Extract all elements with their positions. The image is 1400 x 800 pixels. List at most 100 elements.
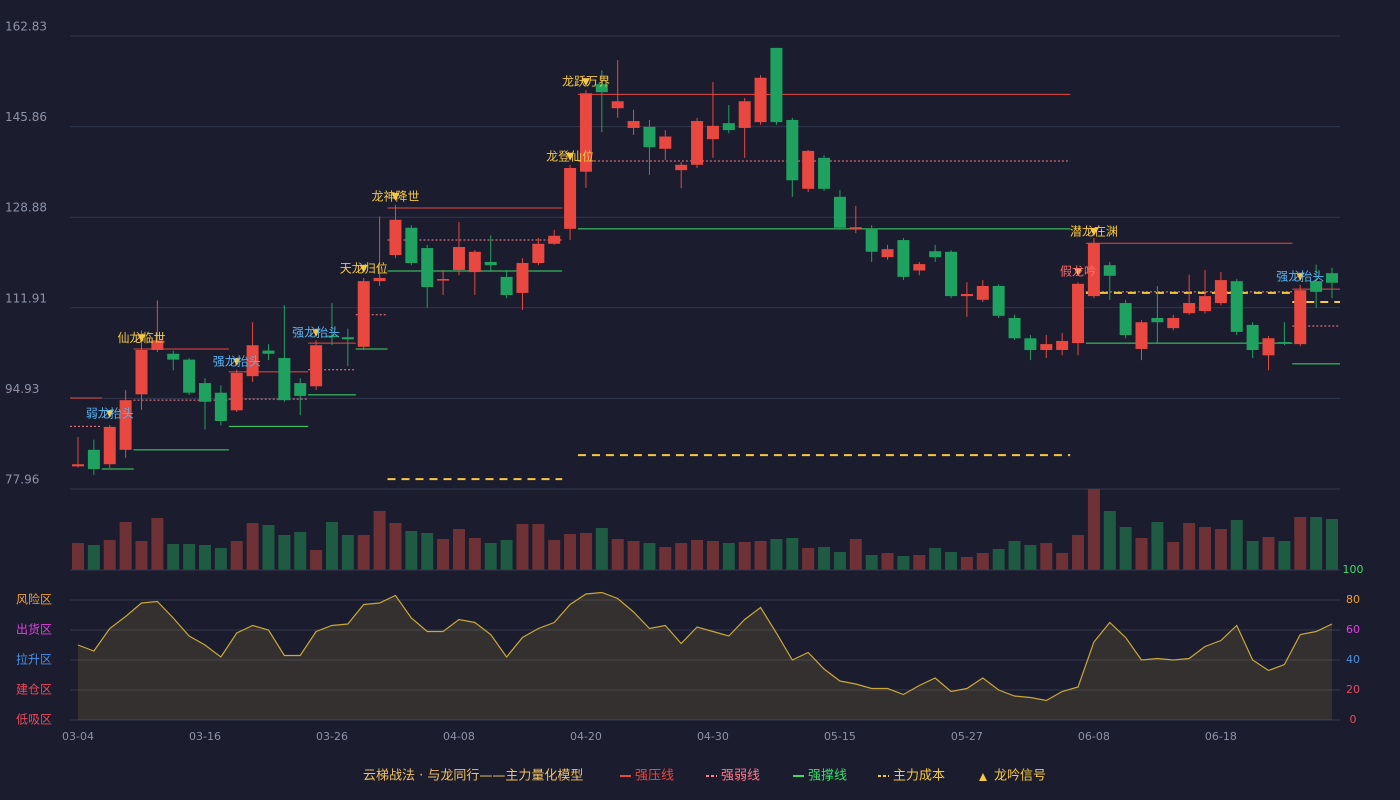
candle-body	[802, 150, 815, 189]
candle-body	[1246, 324, 1259, 351]
volume-bar	[691, 540, 704, 570]
candle-body	[675, 164, 688, 171]
signal-marker	[137, 334, 146, 343]
volume-bar	[373, 511, 386, 570]
candle-body	[1008, 317, 1021, 339]
candle-body	[87, 449, 100, 470]
signal-label: 仙龙临世	[117, 331, 165, 345]
volume-bar	[262, 525, 275, 570]
volume-bar	[1294, 517, 1307, 570]
volume-bar	[881, 553, 894, 570]
candle-body	[1214, 280, 1227, 304]
volume-bar	[611, 539, 624, 570]
candle-body	[246, 345, 259, 377]
volume-bar	[548, 540, 561, 570]
candle-body	[691, 121, 704, 165]
y-tick-label: 100	[1343, 563, 1364, 576]
signal-marker	[1089, 228, 1098, 237]
signal-marker	[581, 78, 590, 87]
candle-body	[849, 227, 862, 229]
volume-bar	[246, 523, 259, 570]
candle-body	[1262, 338, 1275, 356]
y-tick-label: 111.91	[5, 291, 47, 305]
volume-bar	[310, 550, 323, 570]
legend-label: 龙吟信号	[994, 768, 1046, 784]
y-tick-label: 40	[1346, 653, 1360, 666]
candle-body	[500, 276, 513, 296]
volume-bar	[1199, 527, 1212, 570]
signal-marker	[1296, 272, 1305, 281]
volume-bar	[103, 540, 116, 570]
signal-marker	[1074, 268, 1083, 277]
volume-bar	[325, 522, 338, 570]
candle-body	[1294, 290, 1307, 345]
volume-bar	[452, 529, 465, 570]
y-tick-label: 128.88	[5, 201, 47, 215]
signal-marker	[105, 410, 114, 419]
candle-body	[405, 227, 418, 264]
volume-bar	[167, 544, 180, 570]
zone-label: 出货区	[16, 622, 52, 637]
x-tick-label: 03-04	[62, 730, 94, 743]
candle-body	[437, 279, 450, 281]
y-tick-label: 0	[1350, 713, 1357, 726]
candle-body	[103, 426, 116, 465]
candle-body	[976, 285, 989, 300]
candle-body	[1151, 317, 1164, 323]
volume-bar	[960, 557, 973, 570]
signal-label: 弱龙抬头	[86, 407, 134, 421]
candle-body	[913, 264, 926, 271]
candle-body	[1135, 322, 1148, 349]
signal-label: 龙登仙位	[546, 148, 594, 163]
x-tick-label: 06-08	[1078, 730, 1110, 743]
candle-body	[1167, 317, 1180, 329]
candle-body	[294, 383, 307, 396]
volume-bar	[468, 538, 481, 570]
volume-bar	[675, 543, 688, 570]
candle-body	[1119, 303, 1132, 336]
legend-title: 云梯战法 · 与龙同行——主力量化模型	[363, 769, 583, 784]
candle-body	[548, 235, 561, 244]
volume-bar	[1056, 553, 1069, 570]
volume-bar	[849, 539, 862, 570]
signal-label: 潜龙在渊	[1070, 225, 1118, 239]
candle-body	[310, 345, 323, 387]
candle-body	[373, 277, 386, 282]
volume-bar	[1087, 489, 1100, 570]
candle-body	[897, 240, 910, 277]
candle-body	[611, 101, 624, 109]
candle-body	[627, 121, 640, 128]
candle-body	[135, 350, 148, 395]
candle-body	[818, 157, 831, 189]
volume-bar	[119, 522, 132, 570]
candle-body	[643, 126, 656, 148]
candle-body	[214, 392, 227, 421]
y-tick-label: 145.86	[5, 110, 47, 124]
volume-bar	[1167, 542, 1180, 570]
candle-body	[325, 335, 338, 338]
signal-marker	[359, 264, 368, 273]
y-tick-label: 60	[1346, 623, 1360, 636]
volume-bar	[1326, 519, 1338, 570]
volume-bar	[341, 535, 354, 570]
candle-body	[516, 263, 529, 293]
candle-body	[706, 125, 719, 140]
y-tick-label: 94.93	[5, 382, 39, 396]
volume-bar	[770, 539, 783, 570]
candle-body	[1103, 265, 1116, 276]
volume-bar	[659, 547, 672, 570]
candle-body	[357, 281, 370, 347]
x-tick-label: 04-20	[570, 730, 602, 743]
signal-label: 强龙抬头	[1276, 269, 1324, 283]
volume-bar	[1278, 541, 1291, 570]
candle-body	[1040, 344, 1053, 351]
zone-label: 低吸区	[16, 713, 52, 727]
volume-bar	[1103, 511, 1116, 570]
zone-label: 风险区	[16, 592, 52, 607]
volume-bar	[437, 539, 450, 570]
volume-bar	[516, 524, 529, 570]
x-tick-label: 04-30	[697, 730, 729, 743]
candle-body	[151, 340, 164, 351]
candle-body	[595, 84, 608, 93]
signal-label: 天龙归位	[340, 260, 388, 275]
